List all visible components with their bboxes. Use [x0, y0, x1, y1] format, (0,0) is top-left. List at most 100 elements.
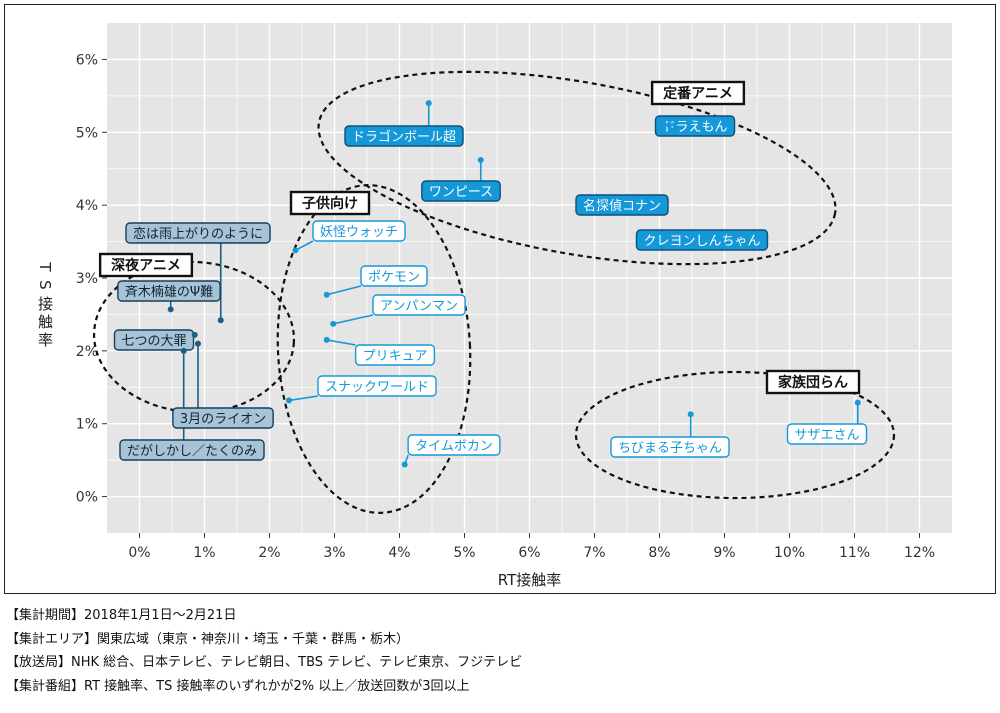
data-point: [592, 202, 599, 209]
note-programs: 【集計番組】RT 接触率、TS 接触率のいずれかが2% 以上／放送回数が3回以上: [6, 678, 470, 694]
point-label-box: [113, 329, 195, 351]
data-point: [666, 122, 673, 128]
point-label: ドラゴンボール超: [352, 129, 456, 145]
group-ellipse-kodomo: [276, 184, 472, 514]
point-label: アンパンマン: [380, 299, 458, 314]
notes: 【集計期間】2018年1月1日〜2月21日 【集計エリア】関東広域（東京・神奈川…: [6, 604, 522, 698]
point-label-box: [635, 229, 769, 251]
y-tick-label: 1%: [76, 417, 98, 433]
y-tick-label: 3%: [76, 271, 98, 287]
scatter-chart: 0% 1% 2% 3% 4% 5% 6% 7% 8% 9% 10% 11% 12% 0% 1% 2% 3% 4% 5…: [36, 23, 952, 589]
point-label-box: [575, 194, 669, 216]
group-ellipse-kazoku: [574, 370, 896, 500]
group-label-teiban: 定番アニメ: [663, 85, 733, 102]
group-ellipse-teiban: [317, 70, 837, 266]
point-label: ポケモン: [368, 270, 420, 285]
data-point: [191, 331, 198, 338]
leader-line: [326, 285, 362, 296]
data-point: [425, 100, 432, 107]
x-tick-label: 7%: [583, 545, 605, 561]
y-axis-label: T S 接触率: [36, 261, 54, 346]
data-point: [286, 397, 292, 404]
point-label-box: [354, 344, 436, 366]
x-tick-label: 9%: [713, 545, 735, 561]
x-tick-label: 6%: [518, 545, 540, 561]
points: [167, 100, 861, 468]
note-area: 【集計エリア】関東広域（東京・神奈川・埼玉・千葉・群馬・栃木）: [6, 631, 410, 647]
data-point: [682, 237, 689, 244]
x-tick-label: 10%: [774, 545, 805, 561]
group-label-shinya: 深夜アニメ: [111, 257, 181, 274]
group-label-kazoku: 家族団らん: [778, 374, 848, 391]
data-point: [323, 336, 330, 343]
point-label: プリキュア: [363, 349, 428, 364]
point-label: クレヨンしんちゃん: [643, 234, 760, 249]
point-label: ワンピース: [429, 185, 493, 200]
point-label-box: [610, 436, 730, 458]
group-label-box-teiban: [650, 80, 746, 106]
data-point: [292, 247, 299, 254]
data-point: [195, 340, 201, 347]
point-label: 恋は雨上がりのように: [133, 226, 263, 242]
point-label: 七つの大罪: [121, 334, 186, 349]
point-label-box: [125, 222, 271, 244]
point-label-box: [407, 434, 501, 456]
point-label: ちびまる子ちゃん: [618, 441, 722, 456]
x-tick-label: 11%: [839, 545, 870, 561]
leader-line: [326, 339, 356, 346]
x-tick-label: 12%: [904, 545, 935, 561]
x-tick-label: 8%: [648, 545, 670, 561]
note-period: 【集計期間】2018年1月1日〜2月21日: [6, 608, 237, 623]
point-label-box: [372, 294, 466, 316]
point-label: 斉木楠雄のΨ難: [125, 284, 213, 300]
group-label-box-shinya: [98, 252, 194, 278]
leader-line: [333, 314, 374, 325]
y-tick-label: 2%: [76, 344, 98, 360]
point-label-box: [654, 115, 736, 137]
point-label: 妖怪ウォッチ: [320, 225, 398, 240]
x-tick-label: 2%: [258, 545, 280, 561]
point-label-box: [786, 423, 868, 445]
x-axis-label: RT接触率: [498, 571, 562, 589]
point-label-box: [117, 280, 221, 302]
data-point: [854, 399, 861, 406]
group-label-kodomo: 子供向け: [302, 195, 358, 212]
point-label: タイムボカン: [415, 439, 493, 454]
point-label-box: [344, 125, 464, 147]
chart-frame: 0% 1% 2% 3% 4% 5% 6% 7% 8% 9% 10% 11% 12% 0% 1% 2% 3% 4% 5…: [4, 4, 996, 594]
data-point: [180, 347, 187, 354]
x-tick-label: 4%: [388, 545, 410, 561]
data-point: [330, 320, 337, 327]
point-label: ドラえもん: [662, 120, 727, 135]
group-label-box-kodomo: [289, 190, 371, 216]
point-label: スナックワールド: [325, 380, 429, 395]
data-point: [687, 411, 694, 418]
point-label-box: [172, 407, 274, 429]
point-label: サザエさん: [794, 428, 859, 443]
point-label-box: [317, 375, 437, 397]
leader-lines: [169, 103, 859, 465]
point-label: だがしかし／たくのみ: [127, 444, 257, 459]
data-point: [323, 291, 330, 298]
point-label-box: [360, 265, 428, 287]
x-tick-label: 3%: [323, 545, 345, 561]
y-tick-label: 0%: [76, 490, 98, 506]
data-point: [477, 156, 484, 163]
note-stations: 【放送局】NHK 総合、日本テレビ、テレビ朝日、TBS テレビ、テレビ東京、フジ…: [6, 655, 523, 670]
x-tick-label: 1%: [193, 545, 215, 561]
point-label-box: [312, 220, 406, 242]
y-tick-label: 6%: [76, 52, 98, 68]
point-label-box: [421, 180, 501, 202]
point-label: 名探偵コナン: [583, 198, 661, 214]
point-label: 3月のライオン: [180, 412, 266, 427]
y-tick-label: 4%: [76, 198, 98, 214]
leader-line: [295, 240, 314, 252]
data-point: [401, 461, 408, 468]
x-tick-label: 0%: [128, 545, 150, 561]
x-tick-label: 5%: [453, 545, 475, 561]
group-label-box-kazoku: [765, 369, 861, 395]
leader-line: [288, 395, 319, 402]
y-tick-label: 5%: [76, 125, 98, 141]
